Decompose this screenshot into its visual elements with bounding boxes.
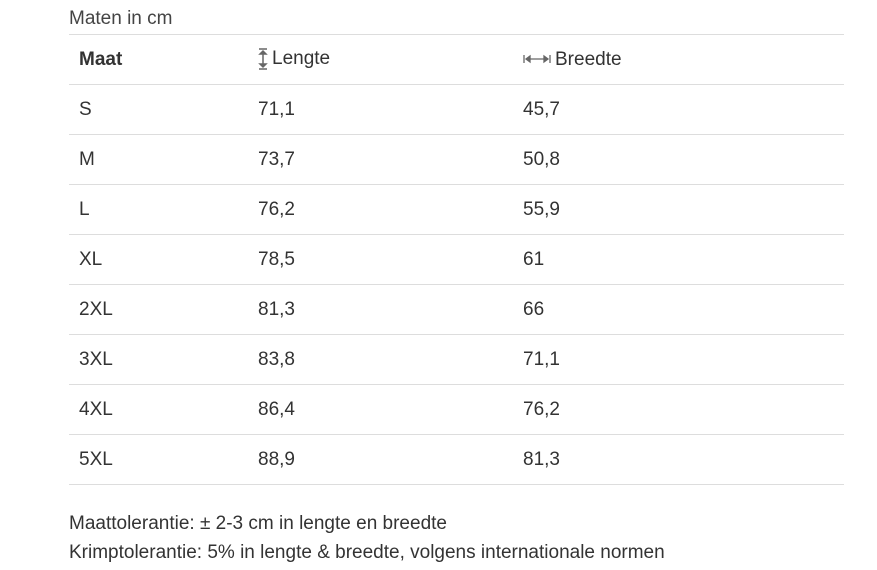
width-cell: 66 xyxy=(523,284,844,335)
table-row: XL 78,5 61 xyxy=(69,234,844,285)
size-cell: 5XL xyxy=(69,434,258,485)
table-caption: Maten in cm xyxy=(69,8,173,29)
tolerance-notes: Maattolerantie: ± 2-3 cm in lengte en br… xyxy=(69,509,665,567)
horizontal-measure-icon xyxy=(523,55,551,64)
table-row: 3XL 83,8 71,1 xyxy=(69,334,844,385)
size-table: Maat Lengte Breedte S 71,1 45,7 M 73,7 50,8 L 7… xyxy=(69,34,844,485)
width-cell: 55,9 xyxy=(523,184,844,235)
table-row: 4XL 86,4 76,2 xyxy=(69,384,844,435)
table-row: M 73,7 50,8 xyxy=(69,134,844,185)
length-cell: 71,1 xyxy=(258,84,523,135)
width-cell: 81,3 xyxy=(523,434,844,485)
length-cell: 78,5 xyxy=(258,234,523,285)
size-tolerance-note: Maattolerantie: ± 2-3 cm in lengte en br… xyxy=(69,513,447,534)
length-cell: 73,7 xyxy=(258,134,523,185)
size-cell: 2XL xyxy=(69,284,258,335)
width-cell: 76,2 xyxy=(523,384,844,435)
size-cell: M xyxy=(69,134,258,185)
size-cell: S xyxy=(69,84,258,135)
length-cell: 81,3 xyxy=(258,284,523,335)
width-cell: 61 xyxy=(523,234,844,285)
size-cell: XL xyxy=(69,234,258,285)
width-cell: 50,8 xyxy=(523,134,844,185)
header-length-label: Lengte xyxy=(272,48,331,70)
table-row: 5XL 88,9 81,3 xyxy=(69,434,844,485)
header-length: Lengte xyxy=(258,34,523,85)
table-header-row: Maat Lengte Breedte xyxy=(69,34,844,85)
table-row: 2XL 81,3 66 xyxy=(69,284,844,335)
length-cell: 83,8 xyxy=(258,334,523,385)
header-width-label: Breedte xyxy=(555,48,622,70)
length-cell: 76,2 xyxy=(258,184,523,235)
shrink-tolerance-note: Krimptolerantie: 5% in lengte & breedte,… xyxy=(69,542,665,563)
table-row: S 71,1 45,7 xyxy=(69,84,844,135)
size-cell: 3XL xyxy=(69,334,258,385)
table-row: L 76,2 55,9 xyxy=(69,184,844,235)
width-cell: 45,7 xyxy=(523,84,844,135)
header-size: Maat xyxy=(69,34,258,85)
size-cell: L xyxy=(69,184,258,235)
header-width: Breedte xyxy=(523,34,844,85)
width-cell: 71,1 xyxy=(523,334,844,385)
length-cell: 88,9 xyxy=(258,434,523,485)
size-cell: 4XL xyxy=(69,384,258,435)
length-cell: 86,4 xyxy=(258,384,523,435)
vertical-measure-icon xyxy=(258,48,268,71)
